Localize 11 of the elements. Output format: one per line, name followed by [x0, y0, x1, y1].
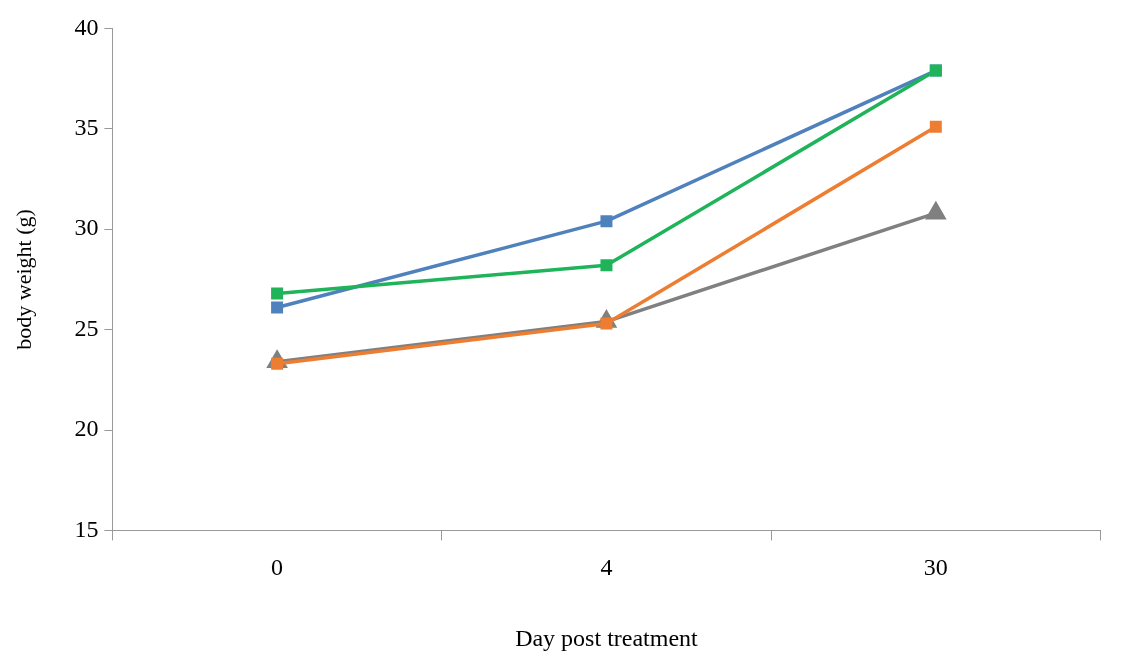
y-tick-label: 40: [74, 13, 99, 40]
y-tick-label: 25: [74, 314, 99, 341]
y-tick-label: 15: [74, 515, 99, 542]
y-tick-label: 30: [74, 214, 99, 241]
y-axis-title: body weight (g): [10, 209, 36, 350]
y-tick-label: 20: [74, 415, 99, 442]
x-tick-label: 0: [271, 554, 284, 581]
x-tick-label: 30: [923, 554, 948, 581]
x-axis-title: Day post treatment: [515, 624, 699, 651]
x-tick-label: 4: [600, 554, 613, 581]
y-tick-label: 35: [74, 114, 99, 141]
